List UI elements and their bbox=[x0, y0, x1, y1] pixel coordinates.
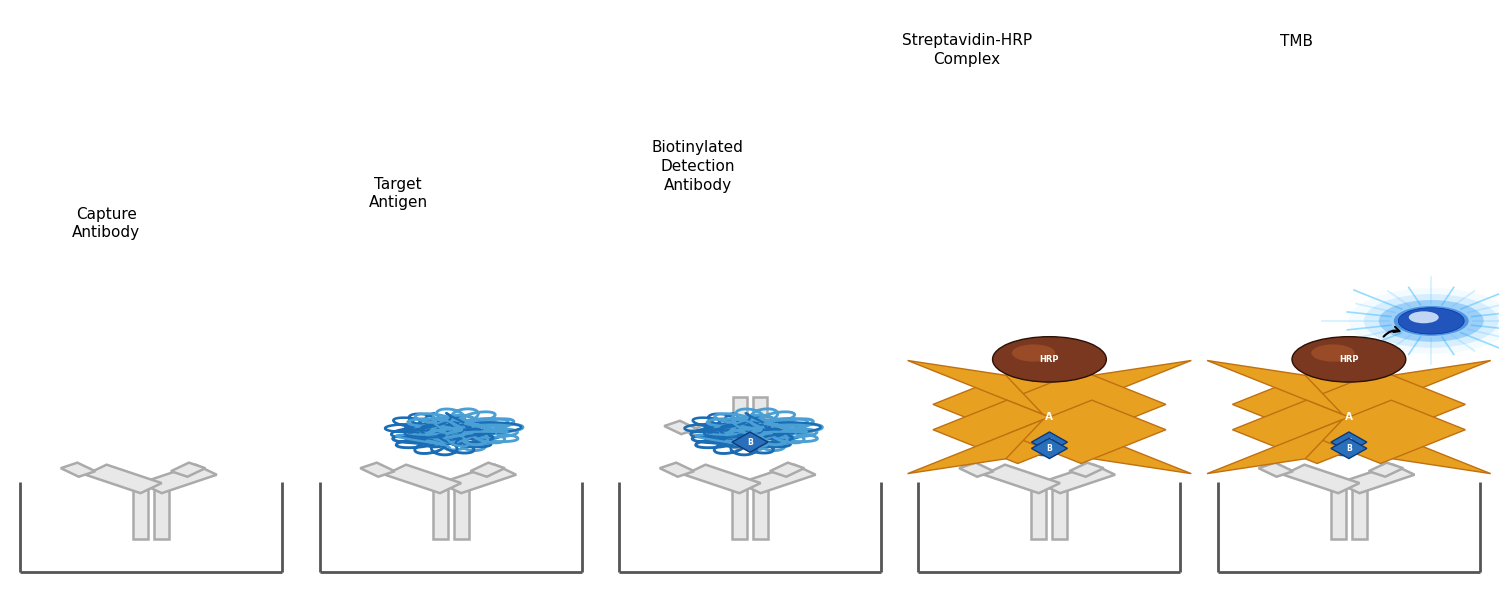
Polygon shape bbox=[753, 397, 766, 445]
Polygon shape bbox=[1352, 397, 1366, 445]
Polygon shape bbox=[1053, 488, 1068, 539]
Polygon shape bbox=[684, 464, 760, 493]
Polygon shape bbox=[753, 488, 768, 539]
Text: A: A bbox=[1346, 412, 1353, 422]
Polygon shape bbox=[360, 463, 394, 477]
Text: Capture
Antibody: Capture Antibody bbox=[72, 206, 141, 240]
Polygon shape bbox=[1056, 361, 1191, 415]
Polygon shape bbox=[453, 488, 468, 539]
Polygon shape bbox=[1368, 463, 1402, 477]
Polygon shape bbox=[471, 463, 506, 477]
Polygon shape bbox=[154, 488, 170, 539]
Text: B: B bbox=[1047, 444, 1053, 453]
Polygon shape bbox=[1330, 438, 1366, 458]
Polygon shape bbox=[1287, 422, 1359, 450]
Circle shape bbox=[1364, 294, 1498, 348]
Polygon shape bbox=[1032, 397, 1047, 445]
Polygon shape bbox=[432, 488, 447, 539]
Circle shape bbox=[1378, 300, 1484, 342]
Polygon shape bbox=[141, 464, 218, 493]
Polygon shape bbox=[440, 464, 516, 493]
Polygon shape bbox=[1332, 397, 1346, 445]
Polygon shape bbox=[1340, 422, 1412, 450]
Polygon shape bbox=[1306, 371, 1466, 434]
Text: Streptavidin-HRP
Complex: Streptavidin-HRP Complex bbox=[902, 34, 1032, 67]
Text: B: B bbox=[1346, 444, 1352, 453]
Polygon shape bbox=[958, 463, 993, 477]
Polygon shape bbox=[933, 371, 1092, 434]
Polygon shape bbox=[734, 397, 747, 445]
Polygon shape bbox=[1354, 419, 1491, 473]
Text: B: B bbox=[1047, 437, 1053, 446]
Polygon shape bbox=[984, 464, 1060, 493]
Polygon shape bbox=[1053, 397, 1066, 445]
Polygon shape bbox=[134, 488, 148, 539]
Polygon shape bbox=[987, 422, 1059, 450]
Polygon shape bbox=[687, 422, 760, 450]
Polygon shape bbox=[1068, 421, 1101, 434]
Text: Biotinylated
Detection
Antibody: Biotinylated Detection Antibody bbox=[651, 140, 744, 193]
Circle shape bbox=[1311, 344, 1354, 362]
Polygon shape bbox=[1007, 371, 1166, 434]
Text: HRP: HRP bbox=[1040, 355, 1059, 364]
Text: B: B bbox=[747, 437, 753, 446]
Polygon shape bbox=[770, 463, 804, 477]
Polygon shape bbox=[1352, 488, 1366, 539]
Polygon shape bbox=[660, 463, 694, 477]
Polygon shape bbox=[62, 463, 96, 477]
Polygon shape bbox=[1306, 400, 1466, 464]
Polygon shape bbox=[1258, 463, 1293, 477]
Polygon shape bbox=[908, 361, 1042, 415]
Polygon shape bbox=[1354, 361, 1491, 415]
Polygon shape bbox=[1233, 371, 1391, 434]
Polygon shape bbox=[732, 488, 747, 539]
Polygon shape bbox=[1263, 421, 1296, 434]
Polygon shape bbox=[770, 421, 801, 434]
Circle shape bbox=[1408, 311, 1438, 323]
Polygon shape bbox=[1040, 422, 1112, 450]
Polygon shape bbox=[1032, 438, 1068, 458]
Circle shape bbox=[1398, 308, 1464, 334]
Circle shape bbox=[1394, 306, 1468, 336]
Polygon shape bbox=[740, 422, 813, 450]
Polygon shape bbox=[1007, 400, 1166, 464]
Polygon shape bbox=[1032, 432, 1068, 452]
Polygon shape bbox=[1032, 488, 1047, 539]
Polygon shape bbox=[933, 400, 1092, 464]
Polygon shape bbox=[908, 419, 1042, 473]
Polygon shape bbox=[171, 463, 206, 477]
Polygon shape bbox=[1208, 361, 1342, 415]
Polygon shape bbox=[86, 464, 162, 493]
Polygon shape bbox=[963, 421, 996, 434]
Polygon shape bbox=[1368, 421, 1401, 434]
Circle shape bbox=[1013, 344, 1054, 362]
Polygon shape bbox=[1208, 419, 1342, 473]
Polygon shape bbox=[1330, 432, 1366, 452]
Circle shape bbox=[1348, 288, 1500, 354]
Polygon shape bbox=[1330, 488, 1346, 539]
Text: B: B bbox=[1346, 437, 1352, 446]
Circle shape bbox=[1292, 337, 1406, 382]
Polygon shape bbox=[1056, 419, 1191, 473]
Text: Target
Antigen: Target Antigen bbox=[369, 177, 428, 211]
Polygon shape bbox=[1040, 464, 1114, 493]
Polygon shape bbox=[1338, 464, 1414, 493]
Polygon shape bbox=[1233, 400, 1391, 464]
Polygon shape bbox=[1282, 464, 1359, 493]
Polygon shape bbox=[386, 464, 460, 493]
Polygon shape bbox=[740, 464, 816, 493]
Text: HRP: HRP bbox=[1340, 355, 1359, 364]
Circle shape bbox=[993, 337, 1107, 382]
Text: A: A bbox=[1046, 412, 1053, 422]
Text: TMB: TMB bbox=[1280, 34, 1312, 49]
Polygon shape bbox=[664, 421, 698, 434]
Polygon shape bbox=[732, 432, 768, 452]
Polygon shape bbox=[1070, 463, 1104, 477]
